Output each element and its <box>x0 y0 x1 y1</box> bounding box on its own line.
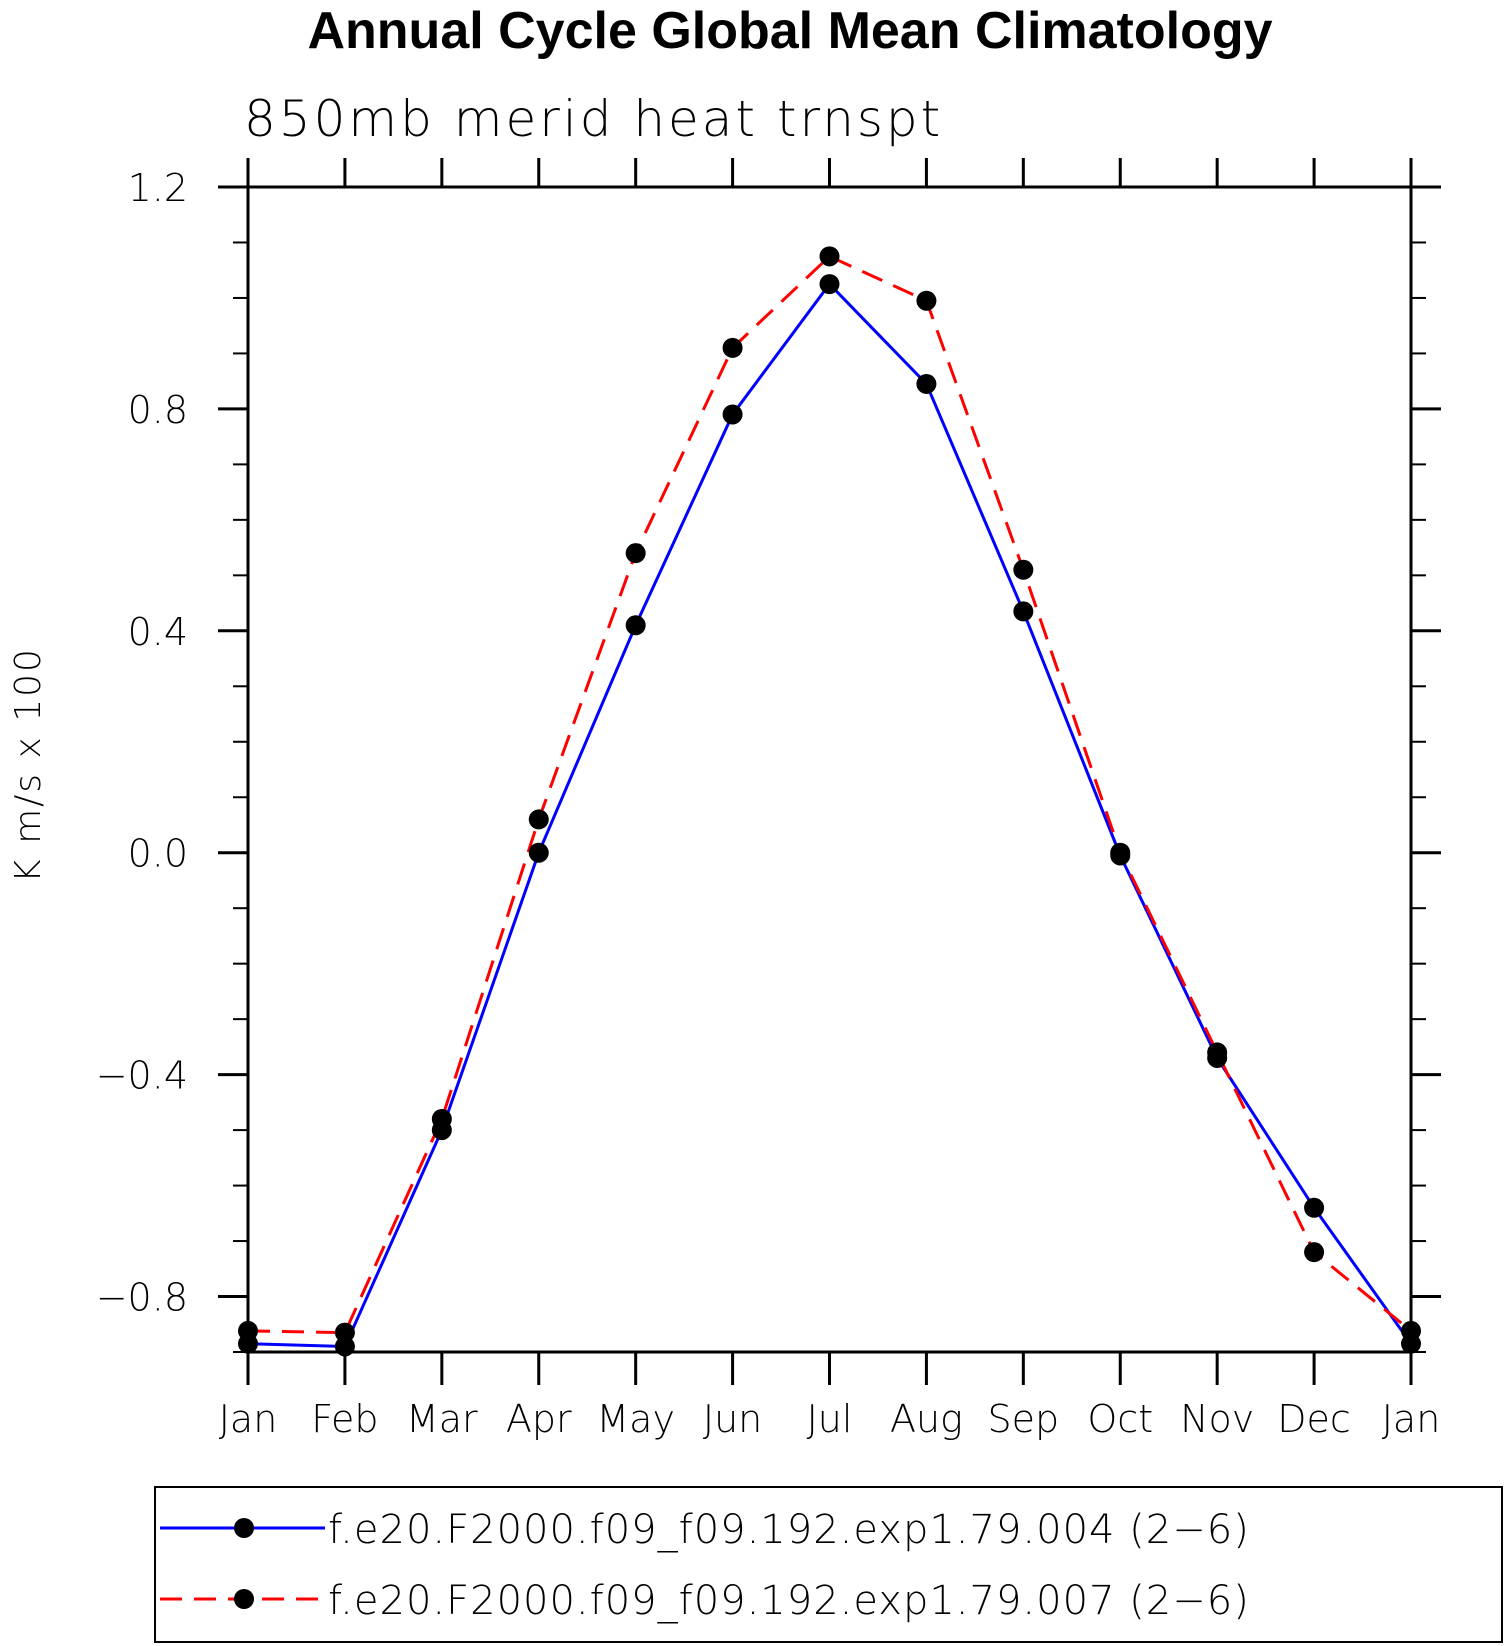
data-point <box>431 1109 452 1129</box>
legend-label-1: f.e20.F2000.f09_f09.192.exp1.79.004 (2−6… <box>328 1507 1250 1553</box>
x-tick-label: Jan <box>1382 1397 1441 1441</box>
data-point <box>1207 1042 1228 1063</box>
legend-marker <box>234 1518 254 1538</box>
x-tick-label: Oct <box>1087 1397 1153 1441</box>
data-point <box>1304 1242 1325 1263</box>
y-axis-label: K m/s x 100 <box>8 647 49 883</box>
data-point <box>1110 842 1131 863</box>
series-layer <box>238 246 1421 1357</box>
data-point <box>1401 1320 1421 1341</box>
x-tick-label: Mar <box>406 1397 478 1441</box>
x-tick-label: Jul <box>807 1397 853 1441</box>
data-point <box>528 842 549 863</box>
data-point <box>916 373 937 394</box>
x-tick-label: Feb <box>311 1397 378 1441</box>
data-point <box>722 337 743 358</box>
data-point <box>722 404 743 425</box>
chart-subtitle: 850mb merid heat trnspt <box>244 90 943 148</box>
y-tick-label: 0.8 <box>128 388 188 432</box>
x-tick-label: Jun <box>703 1397 762 1441</box>
data-point <box>625 615 646 636</box>
data-point <box>819 274 840 295</box>
legend-box <box>154 1486 1503 1643</box>
y-tick-label: −0.4 <box>96 1054 188 1098</box>
data-point <box>1013 601 1034 622</box>
x-tick-label: Aug <box>890 1397 963 1441</box>
legend-marker <box>234 1589 254 1609</box>
x-tick-label: Sep <box>988 1397 1060 1441</box>
x-tick-label: May <box>596 1397 675 1441</box>
y-tick-label: 1.2 <box>128 166 188 210</box>
series-line-1 <box>247 281 1413 1348</box>
x-tick-label: Dec <box>1277 1397 1351 1441</box>
x-tick-label: Jan <box>219 1397 278 1441</box>
data-point <box>528 809 549 830</box>
data-point <box>1304 1197 1325 1218</box>
legend: f.e20.F2000.f09_f09.192.exp1.79.004 (2−6… <box>160 1507 1250 1624</box>
data-point <box>334 1336 355 1357</box>
data-point <box>916 290 937 311</box>
y-tick-label: 0.4 <box>128 610 188 654</box>
y-tick-label: 0.0 <box>128 832 188 876</box>
tick-labels: Jan Feb Mar Apr May Jun Jul Aug Sep Oct Nov Dec Jan −… <box>96 166 1441 1441</box>
chart-title: Annual Cycle Global Mean Climatology <box>307 2 1272 60</box>
y-tick-label: −0.8 <box>96 1276 188 1320</box>
data-point <box>625 543 646 564</box>
plot-frame <box>246 185 1413 1354</box>
legend-label-2: f.e20.F2000.f09_f09.192.exp1.79.007 (2−6… <box>328 1578 1250 1624</box>
x-tick-label: Apr <box>506 1397 572 1441</box>
data-point <box>334 1322 355 1343</box>
data-point <box>238 1320 258 1341</box>
data-point <box>819 246 840 267</box>
x-tick-label: Nov <box>1180 1397 1254 1441</box>
axis-ticks <box>218 158 1441 1385</box>
data-point <box>1013 559 1034 580</box>
